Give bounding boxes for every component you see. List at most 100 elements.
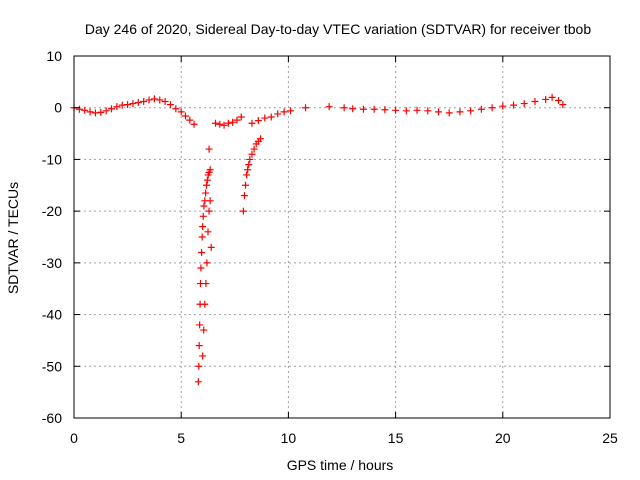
data-point — [206, 197, 214, 205]
data-point — [150, 95, 158, 103]
series-dip_6h_second_track — [199, 197, 215, 360]
data-point — [510, 101, 518, 109]
data-point — [467, 107, 475, 115]
data-point — [134, 99, 142, 107]
series-baseline_early — [70, 95, 198, 128]
data-point — [392, 106, 400, 114]
data-point — [245, 161, 253, 169]
y-tick-label: -30 — [42, 255, 62, 271]
data-point — [212, 119, 220, 127]
data-point — [200, 202, 208, 210]
data-point — [206, 166, 214, 174]
data-point — [248, 150, 256, 158]
data-point — [202, 189, 210, 197]
data-point — [488, 104, 496, 112]
data-point — [233, 116, 241, 124]
data-point — [205, 145, 213, 153]
data-point — [86, 108, 94, 116]
data-point — [166, 101, 174, 109]
data-point — [75, 105, 83, 113]
data-point — [257, 135, 265, 143]
data-point — [477, 105, 485, 113]
data-point — [248, 119, 256, 127]
data-point — [381, 106, 389, 114]
series-dip_8h — [239, 135, 265, 215]
data-point — [108, 105, 116, 113]
data-point — [250, 145, 258, 153]
data-point — [202, 280, 210, 288]
data-point — [254, 117, 262, 125]
data-point — [199, 223, 207, 231]
data-point — [325, 103, 333, 111]
data-point — [445, 109, 453, 117]
grid-layer — [74, 56, 610, 418]
x-tick-label: 25 — [602, 430, 618, 446]
data-point — [239, 207, 247, 215]
data-point — [237, 113, 245, 121]
data-point — [205, 207, 213, 215]
data-point — [274, 110, 282, 118]
data-point — [434, 108, 442, 116]
data-point — [129, 100, 137, 108]
data-point — [413, 106, 421, 114]
x-tick-label: 15 — [388, 430, 404, 446]
series-baseline_late — [340, 93, 567, 117]
data-point — [186, 116, 194, 124]
y-tick-label: -10 — [42, 151, 62, 167]
data-point — [340, 104, 348, 112]
y-axis-label: SDTVAR / TECUs — [5, 182, 21, 294]
data-point — [203, 259, 211, 267]
x-tick-label: 20 — [495, 430, 511, 446]
data-point — [302, 104, 310, 112]
y-tick-label: -20 — [42, 203, 62, 219]
data-point — [456, 108, 464, 116]
x-tick-label: 10 — [281, 430, 297, 446]
data-point — [280, 108, 288, 116]
data-point — [287, 107, 295, 115]
data-point — [197, 264, 205, 272]
data-point — [81, 106, 89, 114]
data-point — [145, 96, 153, 104]
data-point — [194, 378, 202, 386]
data-point — [424, 107, 432, 115]
data-point — [124, 101, 132, 109]
plot-frame — [73, 55, 611, 419]
data-point — [555, 96, 563, 104]
data-point — [359, 105, 367, 113]
data-point — [559, 101, 567, 109]
series-dip_6h — [194, 166, 214, 386]
data-point — [199, 352, 207, 360]
data-point — [499, 102, 507, 110]
data-point — [198, 233, 206, 241]
data-point — [542, 95, 550, 103]
x-tick-label: 0 — [70, 430, 78, 446]
data-point — [242, 181, 250, 189]
data-point — [195, 362, 203, 370]
data-point — [229, 118, 237, 126]
data-point — [200, 326, 208, 334]
y-tick-label: -60 — [42, 410, 62, 426]
data-point — [204, 228, 212, 236]
data-point — [220, 121, 228, 129]
series-gap_segment — [212, 113, 245, 129]
data-point — [195, 342, 203, 350]
data-point — [531, 98, 539, 106]
data-point — [196, 321, 204, 329]
data-point — [113, 103, 121, 111]
data-point — [216, 120, 224, 128]
data-point — [190, 120, 198, 128]
axes-layer: 0 5 10 15 20 25 10 0 -10 -20 -30 -40 -50 -60 — [42, 48, 618, 446]
data-point — [349, 105, 357, 113]
data-point — [243, 171, 251, 179]
chart-title: Day 246 of 2020, Sidereal Day-to-day VTE… — [85, 21, 592, 37]
data-point — [261, 114, 269, 122]
data-point — [207, 243, 215, 251]
data-point — [224, 119, 232, 127]
data-point — [267, 113, 275, 121]
data-point — [181, 112, 189, 120]
data-point — [548, 93, 556, 101]
data-point — [198, 249, 206, 257]
data-point — [177, 108, 185, 116]
points-layer — [70, 93, 567, 386]
